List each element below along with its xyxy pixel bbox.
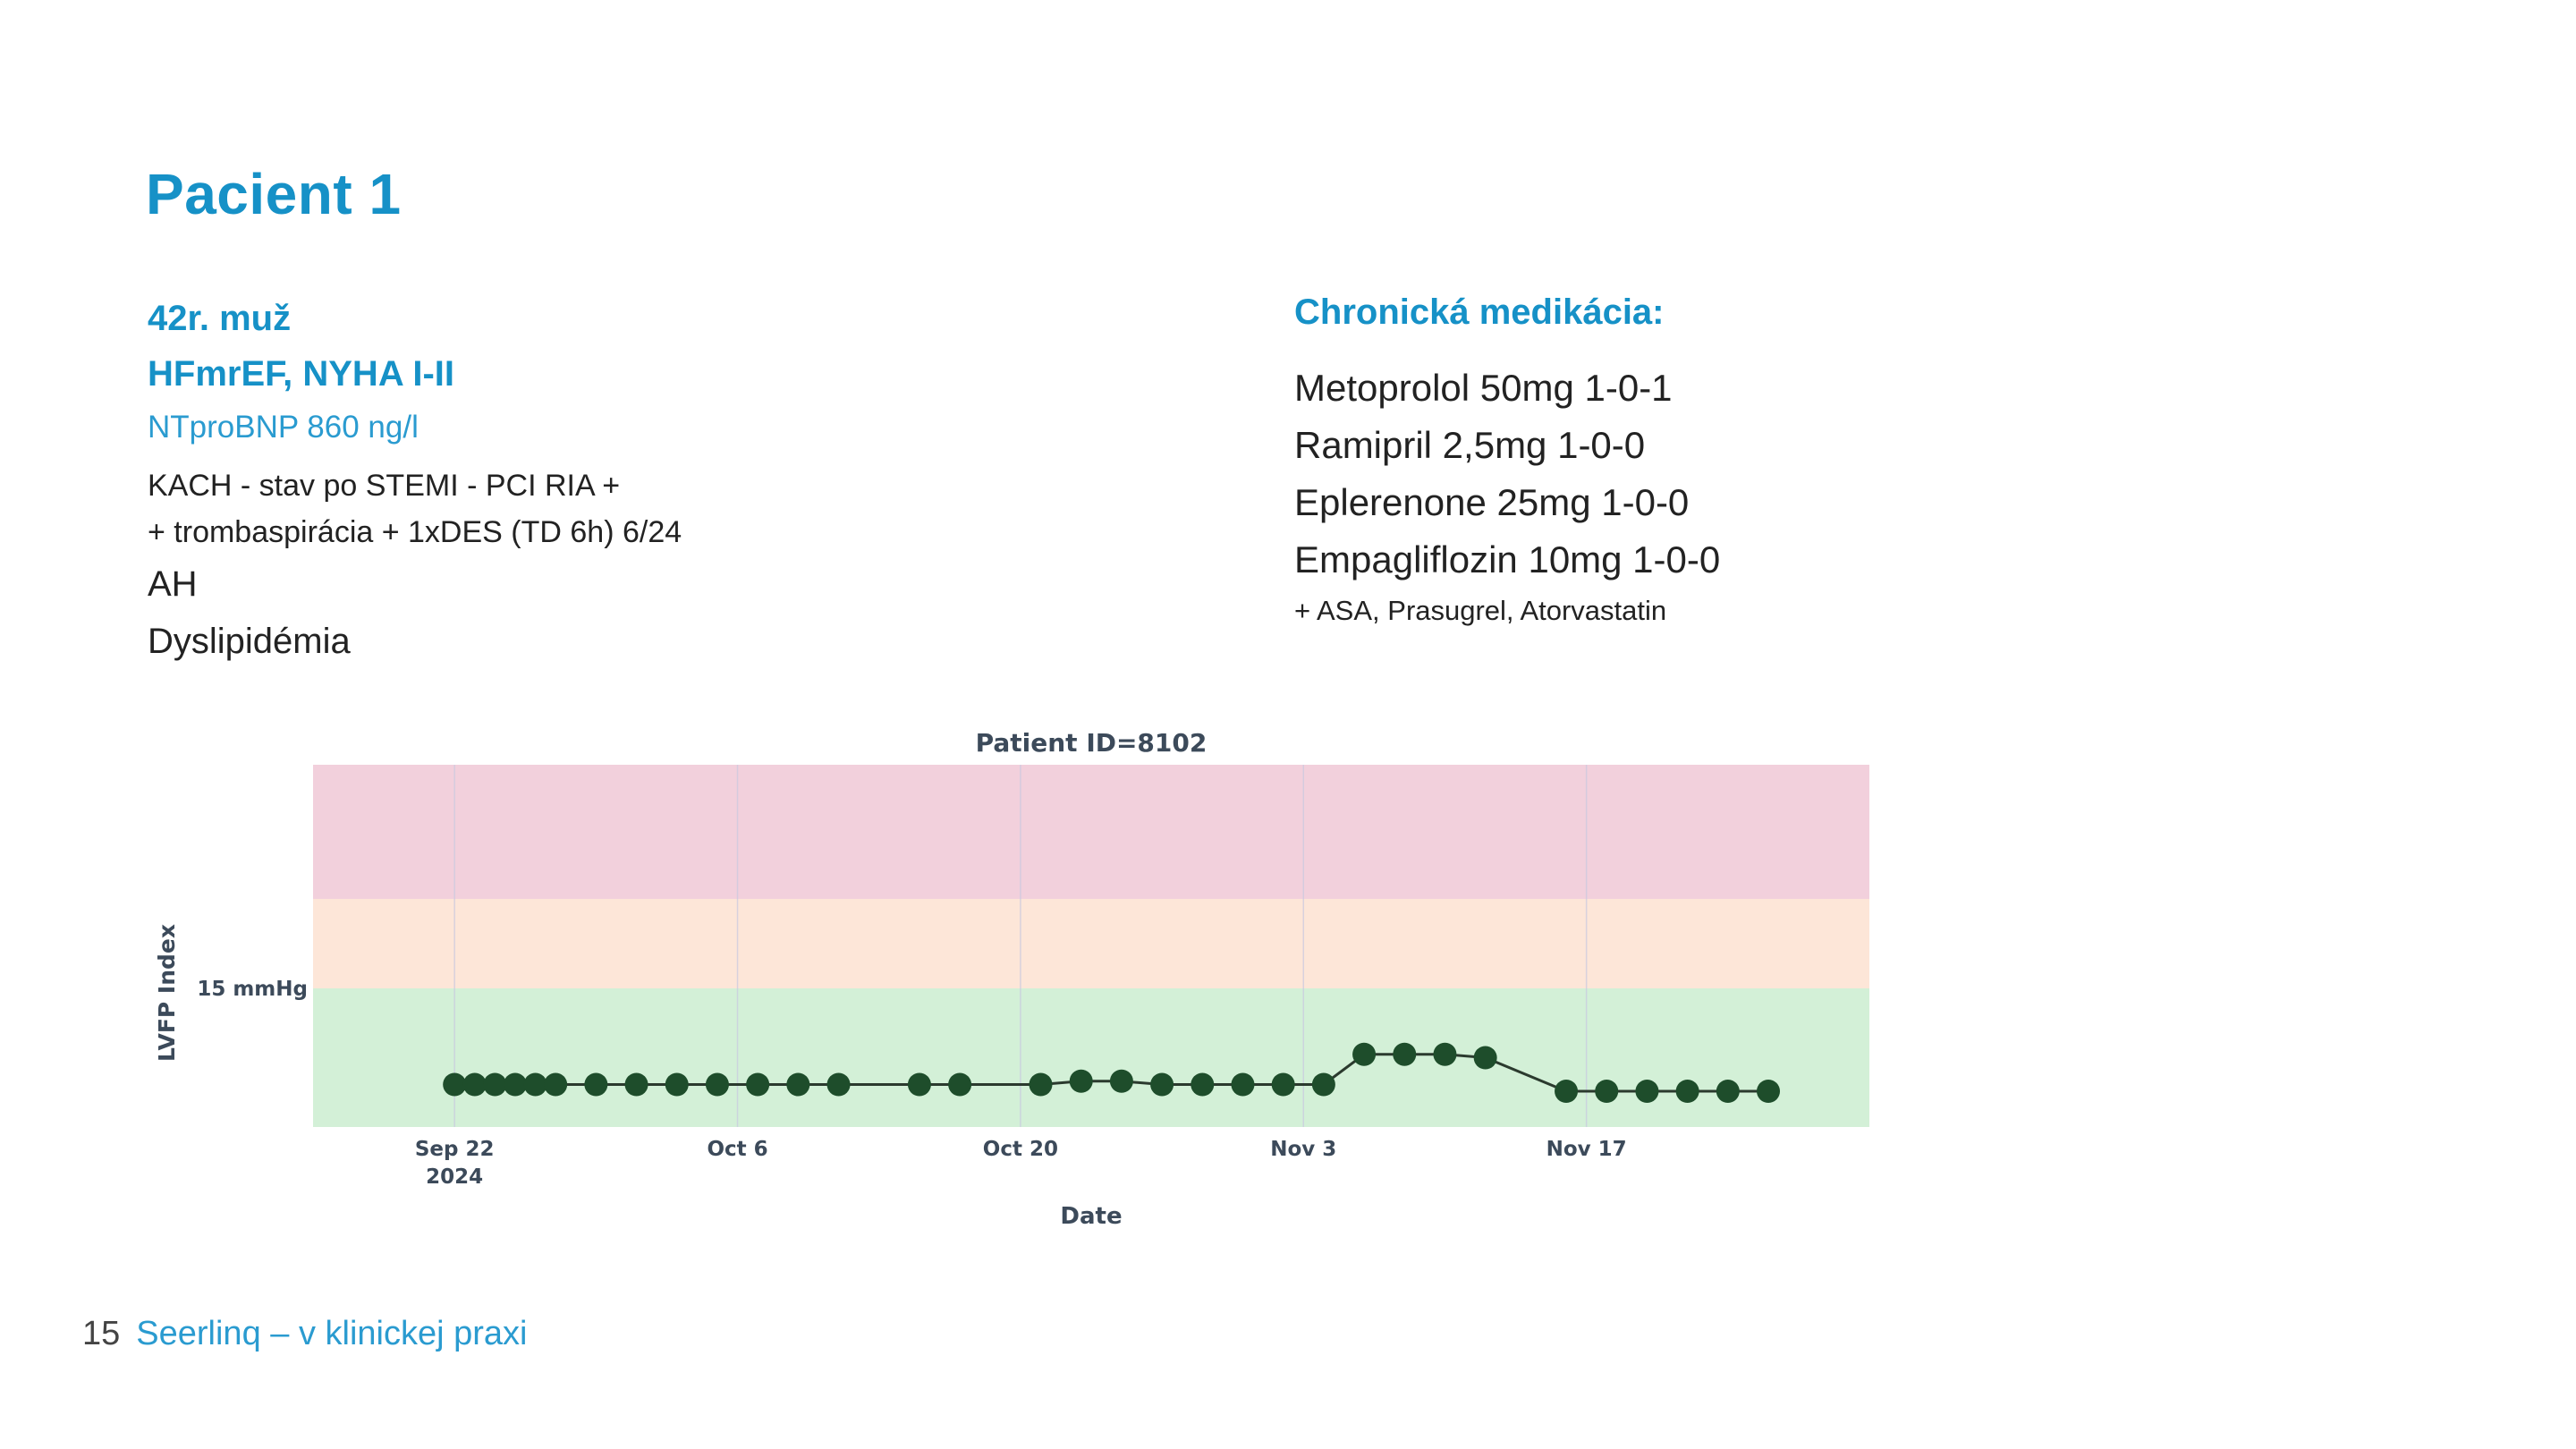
data-point	[948, 1072, 972, 1097]
medication-item: Empagliflozin 10mg 1-0-0	[1294, 538, 1721, 580]
patient-diagnosis: HFmrEF, NYHA I-II	[148, 354, 454, 394]
x-tick-sublabel: 2024	[426, 1165, 483, 1189]
data-point	[907, 1072, 931, 1097]
data-point	[786, 1072, 810, 1097]
x-tick-label: Sep 22	[415, 1138, 495, 1161]
data-point	[1757, 1080, 1781, 1103]
medication-item: Eplerenone 25mg 1-0-0	[1294, 481, 1690, 523]
data-point	[584, 1072, 608, 1097]
y-axis-label: LVFP Index	[154, 924, 180, 1062]
patient-age-sex: 42r. muž	[148, 299, 292, 338]
data-point	[1271, 1072, 1295, 1097]
data-point	[1473, 1046, 1497, 1070]
data-point	[483, 1072, 507, 1097]
history-line-2: + trombaspirácia + 1xDES (TD 6h) 6/24	[148, 515, 682, 549]
chart-title: Patient ID=8102	[976, 728, 1208, 758]
lvfp-chart: Patient ID=8102 LVFP Index 15 mmHg Sep 22 20…	[154, 728, 1869, 1230]
data-point	[544, 1072, 568, 1097]
data-point	[1191, 1072, 1215, 1097]
data-point	[1595, 1080, 1619, 1103]
history-line-3: AH	[148, 564, 198, 604]
x-tick-label: Nov 17	[1546, 1138, 1627, 1161]
data-point	[1393, 1042, 1417, 1066]
data-point	[443, 1072, 467, 1097]
data-point	[665, 1072, 689, 1097]
medication-note: + ASA, Prasugrel, Atorvastatin	[1294, 595, 1667, 626]
data-point	[826, 1072, 851, 1097]
data-point	[523, 1072, 547, 1097]
data-point	[1716, 1080, 1740, 1103]
x-axis-label: Date	[1060, 1203, 1122, 1230]
data-point	[1109, 1069, 1133, 1093]
data-point	[1555, 1080, 1579, 1103]
data-point	[624, 1072, 648, 1097]
footer-text: Seerlinq – v klinickej praxi	[136, 1315, 528, 1352]
page-number: 15	[82, 1315, 121, 1352]
history-line-1: KACH - stav po STEMI - PCI RIA +	[148, 469, 621, 503]
data-point	[1231, 1072, 1255, 1097]
x-tick-label: Oct 20	[983, 1138, 1058, 1161]
data-point	[1029, 1072, 1053, 1097]
band-normal	[313, 988, 1869, 1127]
patient-info: 42r. muž HFmrEF, NYHA I-II NTproBNP 860 …	[148, 291, 1221, 670]
data-point	[1635, 1080, 1659, 1103]
data-point	[1311, 1072, 1335, 1097]
medication-item: Metoprolol 50mg 1-0-1	[1294, 367, 1673, 409]
medication-item: Ramipril 2,5mg 1-0-0	[1294, 424, 1646, 466]
medication-panel: Chronická medikácia: Metoprolol 50mg 1-0…	[1294, 284, 2278, 633]
history-line-4: Dyslipidémia	[148, 622, 351, 661]
data-point	[746, 1072, 770, 1097]
data-point	[1150, 1072, 1174, 1097]
band-elevated	[313, 899, 1869, 988]
page-title: Pacient 1	[146, 162, 402, 226]
patient-ntprobnp: NTproBNP 860 ng/l	[148, 410, 419, 445]
x-tick-label: Oct 6	[707, 1138, 767, 1161]
data-point	[1352, 1042, 1377, 1066]
x-tick-label: Nov 3	[1270, 1138, 1336, 1161]
data-point	[1069, 1069, 1093, 1093]
footer: 15 Seerlinq – v klinickej praxi	[82, 1315, 527, 1353]
data-point	[462, 1072, 487, 1097]
y-tick-label: 15 mmHg	[197, 978, 308, 1001]
medication-heading: Chronická medikácia:	[1294, 292, 1665, 332]
data-point	[503, 1072, 527, 1097]
data-point	[705, 1072, 729, 1097]
data-point	[1675, 1080, 1699, 1103]
band-high	[313, 765, 1869, 899]
data-point	[1433, 1042, 1457, 1066]
